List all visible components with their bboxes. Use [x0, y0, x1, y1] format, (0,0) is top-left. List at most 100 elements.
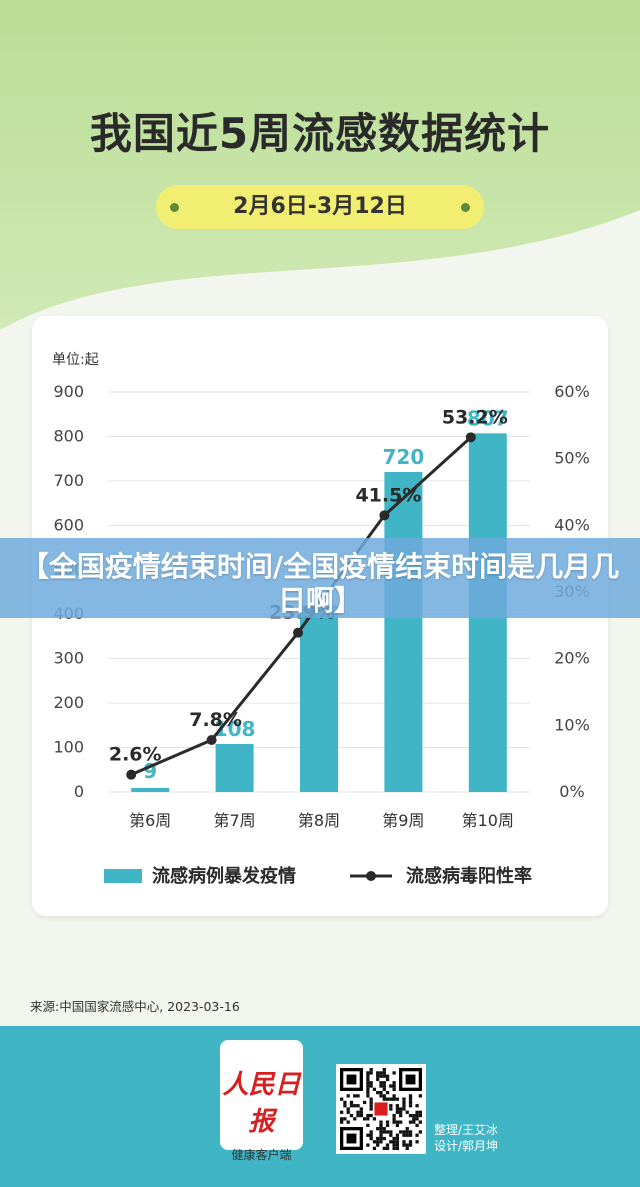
credits: 整理/王艾冰 设计/郭月坤 — [434, 1122, 498, 1154]
qr-module — [340, 1120, 344, 1124]
qr-module — [389, 1133, 393, 1137]
qr-module — [405, 1130, 409, 1134]
qr-module — [369, 1136, 373, 1141]
x-tick-label: 第10周 — [462, 811, 514, 830]
qr-module — [340, 1110, 344, 1114]
qr-module — [382, 1146, 386, 1150]
qr-module — [366, 1087, 370, 1091]
qr-module — [379, 1071, 383, 1075]
footer — [0, 1026, 640, 1187]
qr-module — [395, 1110, 400, 1114]
qr-module — [343, 1117, 347, 1121]
qr-module — [395, 1146, 400, 1150]
legend-line-label: 流感病毒阳性率 — [406, 865, 532, 887]
right-tick-label: 50% — [554, 449, 590, 468]
qr-module — [376, 1071, 380, 1075]
qr-module — [346, 1094, 350, 1098]
qr-module — [389, 1084, 393, 1088]
bar-value-label: 720 — [383, 445, 425, 469]
qr-module — [405, 1133, 409, 1137]
bar-value-label: 807 — [467, 406, 509, 430]
brand-logo[interactable]: 人民日报 健康客户端 — [220, 1040, 303, 1162]
qr-module — [356, 1113, 360, 1118]
qr-module — [369, 1113, 373, 1118]
x-tick-label: 第7周 — [214, 811, 256, 830]
qr-module — [382, 1087, 386, 1091]
x-tick-label: 第9周 — [382, 811, 424, 830]
qr-module — [366, 1143, 370, 1147]
qr-module — [366, 1133, 370, 1137]
legend-line-dot — [366, 871, 376, 881]
qr-module — [392, 1136, 396, 1141]
line-value-label: 41.5% — [355, 484, 421, 506]
qr-module — [356, 1104, 360, 1108]
qr-module — [392, 1113, 396, 1118]
qr-module — [395, 1104, 400, 1108]
qr-module — [376, 1077, 380, 1082]
qr-module — [369, 1081, 373, 1085]
logo-main: 人民日报 — [222, 1070, 301, 1137]
qr-module — [349, 1100, 354, 1105]
qr-module — [382, 1094, 386, 1098]
qr-module — [399, 1120, 403, 1124]
line-point — [206, 735, 217, 745]
qr-module — [395, 1107, 400, 1111]
qr-module — [405, 1146, 409, 1150]
qr-code-icon — [340, 1068, 422, 1150]
qr-finder — [346, 1133, 357, 1144]
qr-module — [395, 1123, 400, 1128]
qr-module — [362, 1117, 367, 1121]
qr-module — [379, 1074, 383, 1078]
qr-module — [382, 1127, 386, 1131]
right-tick-label: 40% — [554, 515, 590, 534]
qr-module — [412, 1117, 416, 1121]
qr-module — [392, 1146, 396, 1150]
qr-module — [379, 1081, 383, 1085]
qr-module — [402, 1143, 406, 1147]
qr-module — [405, 1127, 409, 1131]
qr-module — [385, 1074, 390, 1078]
unit-label: 单位:起 — [52, 352, 99, 368]
qr-module — [369, 1104, 373, 1108]
qr-module — [389, 1097, 393, 1101]
qr-module — [418, 1130, 422, 1134]
qr-module — [353, 1104, 357, 1108]
qr-module — [405, 1110, 409, 1114]
qr-module — [372, 1140, 377, 1144]
qr-module — [385, 1077, 390, 1082]
bar — [131, 788, 170, 792]
qr-module — [418, 1120, 422, 1124]
qr-module — [385, 1143, 390, 1147]
qr-module — [395, 1143, 400, 1147]
qr-module — [366, 1071, 370, 1075]
qr-module — [379, 1084, 383, 1088]
qr-module — [402, 1133, 406, 1137]
qr-module — [382, 1081, 386, 1085]
qr-module — [418, 1113, 422, 1118]
right-tick-label: 60% — [554, 382, 590, 401]
qr-module — [372, 1117, 377, 1121]
qr-code[interactable] — [336, 1064, 426, 1154]
qr-module — [402, 1140, 406, 1144]
source-note: 来源:中国国家流感中心, 2023-03-16 — [30, 999, 240, 1014]
qr-module — [366, 1074, 370, 1078]
qr-module — [376, 1127, 380, 1131]
right-tick-label: 0% — [559, 782, 584, 801]
credit-designer: 设计/郭月坤 — [434, 1139, 499, 1153]
qr-module — [412, 1113, 416, 1118]
line-value-label: 53.2% — [442, 406, 508, 428]
qr-module — [379, 1130, 383, 1134]
qr-module — [379, 1120, 383, 1124]
qr-module — [349, 1113, 354, 1118]
qr-module — [346, 1110, 350, 1114]
qr-module — [359, 1113, 363, 1118]
date-range-badge: 2月6日-3月12日 — [156, 185, 484, 229]
dot-icon — [170, 203, 179, 212]
qr-module — [366, 1090, 370, 1095]
qr-module — [392, 1097, 396, 1101]
left-tick-label: 900 — [53, 382, 84, 401]
qr-module — [372, 1146, 377, 1150]
qr-module — [369, 1071, 373, 1075]
qr-module — [408, 1104, 413, 1108]
qr-module — [369, 1097, 373, 1101]
